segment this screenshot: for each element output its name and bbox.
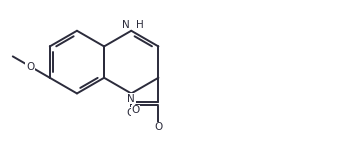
Text: Cl: Cl	[126, 108, 137, 118]
Text: O: O	[132, 105, 140, 115]
Text: N: N	[122, 20, 130, 30]
Text: O: O	[154, 122, 163, 132]
Text: N: N	[127, 94, 135, 104]
Text: H: H	[136, 20, 143, 30]
Text: O: O	[26, 62, 34, 72]
